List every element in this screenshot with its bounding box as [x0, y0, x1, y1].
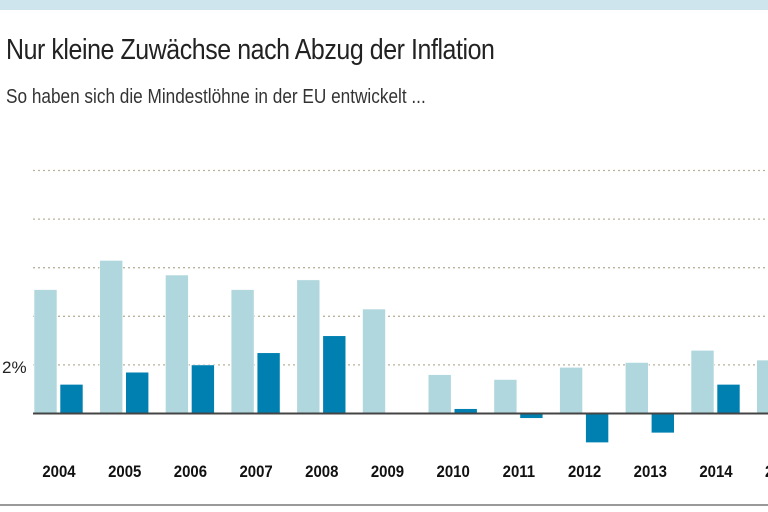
bar-dark: [585, 413, 609, 443]
x-tick-label: 2008: [305, 463, 338, 481]
x-tick-label: 2009: [371, 463, 404, 481]
bar-dark: [125, 371, 149, 414]
bar-dark: [650, 413, 675, 434]
bar-light: [493, 379, 518, 414]
bar-light: [559, 367, 583, 414]
bottom-rule: [0, 504, 768, 506]
bar-light: [690, 350, 715, 414]
chart-title: Nur kleine Zuwächse nach Abzug der Infla…: [6, 34, 495, 66]
bar-light: [296, 279, 321, 414]
x-tick-label: 2004: [42, 463, 75, 481]
bar-light: [99, 260, 123, 414]
y-tick-label: 2%: [2, 358, 27, 377]
bar-light: [427, 374, 452, 414]
bar-dark: [322, 335, 347, 414]
x-tick-label: 2005: [108, 463, 141, 481]
bar-light: [362, 308, 386, 414]
x-tick-label: 2007: [239, 463, 272, 481]
x-tick-label: 2013: [634, 463, 667, 481]
bar-dark: [59, 384, 84, 414]
x-tick-label: 2010: [437, 463, 470, 481]
bar-dark: [716, 384, 741, 414]
x-tick-label: 2011: [503, 463, 536, 481]
bar-light: [33, 289, 58, 414]
bar-light: [756, 359, 768, 414]
x-tick-label: 2006: [174, 463, 207, 481]
x-tick-label: 2012: [568, 463, 601, 481]
chart-subtitle: So haben sich die Mindestlöhne in der EU…: [6, 86, 426, 108]
x-tick-label: 2015: [765, 463, 768, 481]
bar-dark: [256, 352, 281, 414]
bar-light: [624, 362, 649, 414]
bar-light: [230, 289, 255, 414]
bar-dark: [191, 364, 215, 414]
x-tick-label: 2014: [699, 463, 732, 481]
bar-light: [165, 274, 189, 414]
top-band: [0, 0, 768, 10]
